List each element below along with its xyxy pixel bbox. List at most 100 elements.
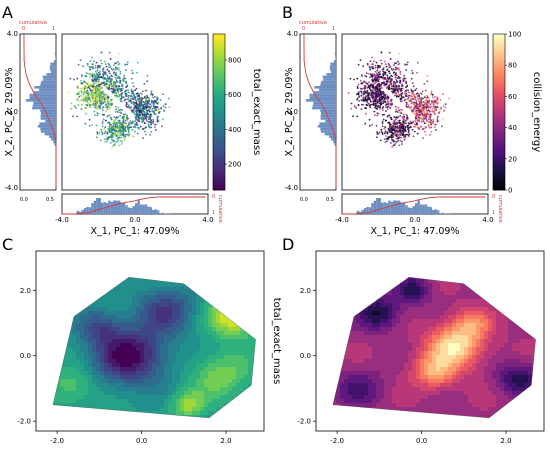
cumulative-label-top: cumulative	[299, 20, 327, 26]
histogram-bar	[410, 207, 413, 214]
scatter-point	[389, 128, 392, 131]
contour-cell	[136, 307, 141, 312]
contour-cell	[184, 315, 189, 320]
colorbar-segment	[213, 80, 225, 84]
contour-cell	[88, 307, 93, 312]
histogram-bar	[40, 114, 56, 118]
scatter-point	[127, 135, 130, 138]
scatter-point	[386, 132, 389, 135]
colorbar-segment	[213, 130, 225, 134]
contour-cell	[104, 327, 109, 332]
scatter-point	[391, 146, 394, 149]
contour-cell	[124, 311, 129, 316]
scatter-point	[395, 92, 398, 95]
histogram-bar	[405, 205, 408, 214]
contour-cell	[144, 351, 149, 356]
contour-cell	[180, 311, 185, 316]
scatter-point	[376, 74, 379, 76]
scatter-point	[364, 87, 366, 89]
contour-cell	[108, 319, 113, 324]
scatter-point	[114, 125, 117, 128]
scatter-point	[372, 103, 375, 105]
contour-cell	[152, 295, 157, 300]
scatter-point	[401, 143, 403, 145]
colorbar-segment	[213, 49, 225, 53]
contour-cell	[112, 303, 117, 308]
scatter-point	[388, 83, 391, 86]
contour-cell	[88, 331, 93, 336]
contour-cell	[128, 323, 133, 328]
scatter-point	[385, 135, 387, 137]
contour-cell	[128, 351, 133, 356]
scatter-point	[109, 126, 112, 129]
scatter-point	[82, 92, 85, 94]
colorbar-segment	[493, 138, 505, 141]
contour-cell	[68, 343, 73, 348]
contour-cell	[168, 331, 173, 336]
contour-cell	[124, 351, 129, 356]
scatter-point	[432, 103, 435, 106]
contour-cell	[108, 323, 113, 328]
scatter-point	[146, 89, 149, 92]
histogram-bar	[37, 125, 56, 128]
scatter-point	[96, 105, 99, 108]
scatter-point	[125, 101, 128, 104]
contour-cell	[216, 327, 221, 332]
scatter-point	[90, 103, 93, 106]
colorbar-segment	[213, 145, 225, 149]
scatter-point	[416, 92, 419, 95]
scatter-point	[409, 94, 412, 97]
colorbar-segment	[213, 153, 225, 157]
contour-cell	[92, 335, 97, 340]
scatter-point	[358, 94, 360, 97]
contour-cell	[136, 327, 141, 332]
scatter-point	[156, 120, 159, 123]
contour-cell	[76, 339, 81, 344]
scatter-point	[102, 68, 105, 71]
contour-cell	[128, 277, 133, 280]
contour-cell	[116, 331, 121, 336]
scatter-point	[376, 86, 379, 88]
scatter-point	[99, 70, 101, 73]
scatter-point	[105, 135, 107, 137]
scatter-point	[414, 120, 417, 122]
scatter-point	[420, 117, 422, 120]
contour-cell	[216, 331, 221, 336]
histogram-bar	[33, 101, 56, 105]
contour-cell	[84, 331, 89, 336]
contour-cell	[148, 335, 153, 340]
contour-cell	[96, 335, 101, 340]
scatter-point	[394, 76, 397, 79]
scatter-point	[401, 116, 404, 118]
contour-cell	[84, 339, 89, 344]
contour-cell	[128, 291, 133, 296]
scatter-point	[130, 121, 133, 124]
scatter-point	[132, 85, 135, 88]
scatter-point	[385, 83, 388, 86]
scatter-point	[105, 65, 108, 68]
scatter-point	[395, 85, 398, 87]
scatter-point	[85, 112, 87, 115]
contour-cell	[68, 339, 73, 344]
scatter-point	[149, 120, 151, 123]
scatter-point	[130, 102, 133, 105]
marginal-x-histogram	[346, 198, 452, 214]
scatter-point	[390, 74, 393, 77]
scatter-point	[88, 92, 90, 94]
scatter-point	[122, 96, 125, 99]
scatter-point	[406, 124, 408, 127]
scatter-point	[84, 96, 87, 99]
scatter-point	[131, 95, 134, 98]
contour-cell	[108, 351, 113, 356]
scatter-point	[91, 89, 94, 92]
scatter-point	[114, 88, 117, 91]
contour-cell	[148, 287, 153, 292]
contour-cell	[196, 303, 201, 308]
contour-cell	[100, 315, 105, 320]
colorbar-segment	[493, 171, 505, 175]
scatter-point	[388, 81, 391, 83]
contour-cell	[92, 339, 97, 344]
histogram-bar	[320, 114, 336, 118]
scatter-point	[374, 74, 377, 76]
scatter-point	[144, 130, 146, 133]
